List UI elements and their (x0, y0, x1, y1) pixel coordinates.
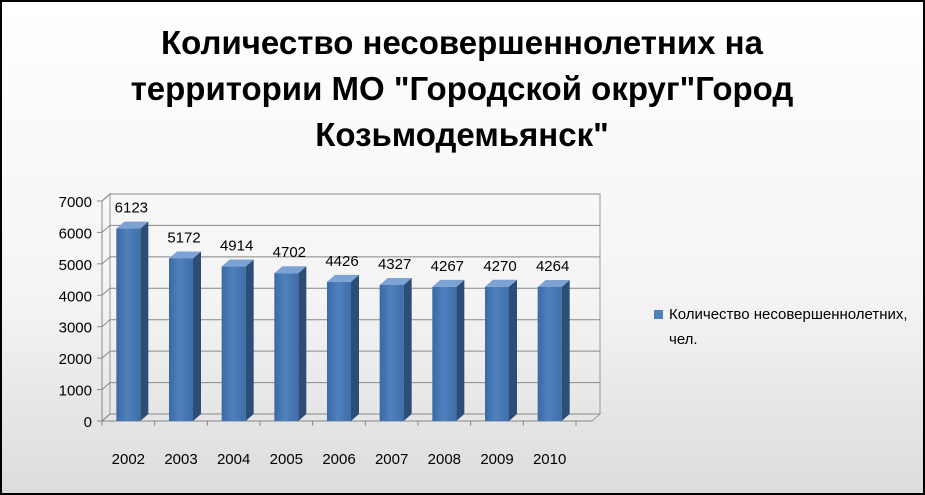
x-tick-label: 2004 (217, 451, 250, 468)
y-tick-label: 3000 (59, 320, 92, 337)
bar-side (509, 279, 517, 421)
value-label: 6123 (115, 200, 148, 217)
bar-top (432, 279, 465, 287)
bar-top (116, 221, 149, 229)
value-label: 4426 (325, 253, 358, 270)
bar (327, 281, 351, 421)
value-label: 4327 (378, 256, 411, 273)
chart-title: Количество несовершеннолетних на террито… (130, 24, 794, 153)
y-tick-label: 4000 (59, 288, 92, 305)
bar-side (351, 274, 359, 421)
value-label: 4914 (220, 238, 253, 255)
bar (485, 286, 509, 421)
bar (169, 258, 193, 421)
x-tick-label: 2002 (112, 451, 145, 468)
legend: Количество несовершеннолетних, чел. (654, 302, 914, 352)
x-tick-label: 2006 (322, 451, 355, 468)
x-tick-label: 2005 (270, 451, 303, 468)
bar (379, 285, 404, 421)
grid-line (101, 224, 600, 233)
bar (537, 286, 562, 421)
y-tick-label: 5000 (59, 257, 92, 274)
bar-side (561, 279, 570, 421)
bar-top (169, 251, 201, 259)
value-label: 5172 (167, 229, 200, 246)
bar-side (456, 279, 465, 421)
x-tick-label: 2007 (375, 451, 408, 468)
value-label: 4270 (483, 258, 516, 275)
legend-label: Количество несовершеннолетних, чел. (669, 306, 908, 348)
y-tick-label: 6000 (59, 225, 92, 242)
bar (274, 273, 299, 421)
y-tick-label: 2000 (59, 351, 92, 368)
value-label: 4267 (431, 258, 464, 275)
side-wall (101, 192, 111, 423)
x-tick-label: 2010 (533, 451, 566, 468)
x-tick-label: 2009 (480, 451, 513, 468)
bar-side (140, 221, 149, 421)
bar-side (298, 266, 307, 421)
bar-side (193, 251, 201, 421)
bar-top (537, 279, 570, 287)
value-label: 4264 (536, 258, 569, 275)
grid-line (101, 256, 600, 265)
y-tick-label: 7000 (59, 194, 92, 211)
bar-top (327, 274, 359, 282)
bar (116, 228, 141, 421)
bar-top (221, 259, 254, 267)
grid-line (101, 193, 600, 202)
bar (221, 266, 246, 421)
legend-swatch (654, 310, 663, 319)
bar-side (403, 278, 412, 421)
y-tick-label: 1000 (59, 383, 92, 400)
x-tick-label: 2003 (164, 451, 197, 468)
bar-top (485, 279, 517, 287)
bar-side (245, 259, 254, 421)
bar-top (274, 266, 307, 274)
y-tick-label: 0 (84, 414, 92, 431)
x-tick-label: 2008 (428, 451, 461, 468)
bar (432, 286, 457, 421)
bar-top (379, 278, 412, 286)
value-label: 4702 (273, 244, 306, 261)
